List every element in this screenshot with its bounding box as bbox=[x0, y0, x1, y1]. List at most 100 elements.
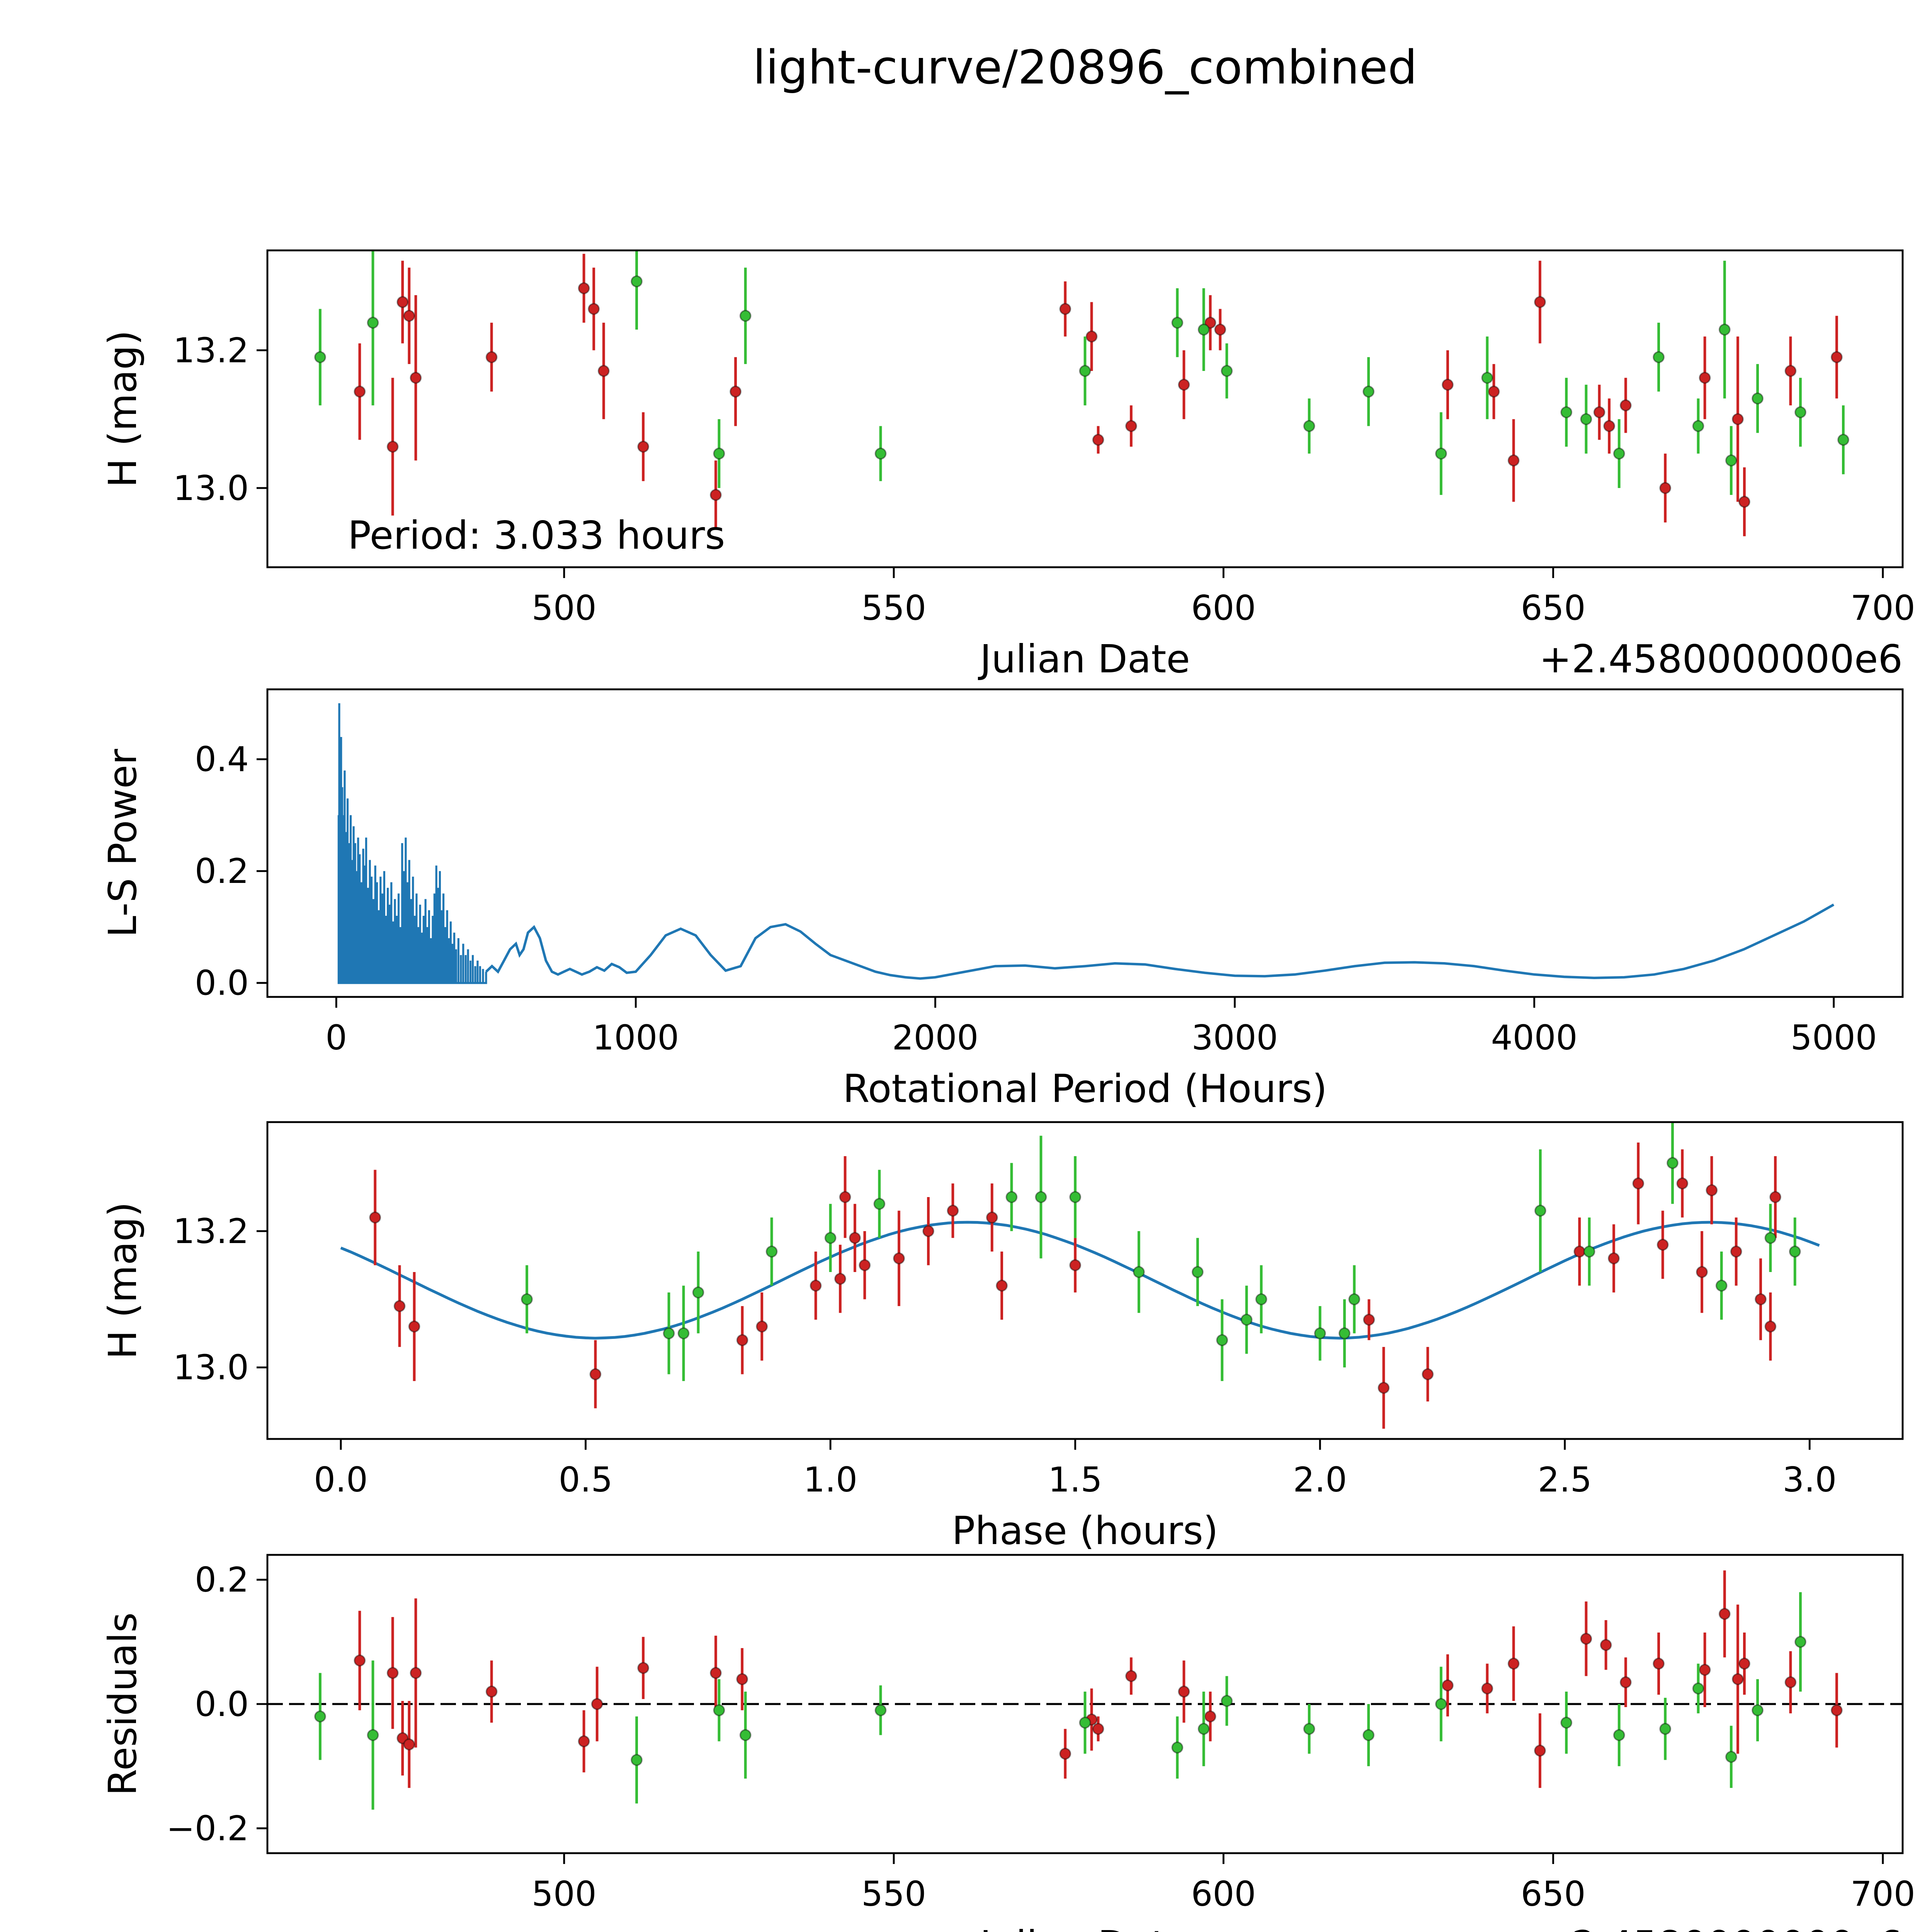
data-point bbox=[859, 1259, 871, 1271]
data-point bbox=[739, 1729, 752, 1741]
data-point bbox=[1699, 1664, 1711, 1676]
data-point bbox=[1653, 1658, 1665, 1670]
data-point bbox=[1613, 1729, 1625, 1741]
x-tick-label: 0.5 bbox=[559, 1460, 613, 1500]
data-point bbox=[986, 1211, 998, 1224]
data-point bbox=[1069, 1259, 1082, 1271]
data-point bbox=[1240, 1313, 1253, 1326]
data-point bbox=[1204, 316, 1216, 329]
data-point bbox=[1442, 379, 1454, 391]
periodogram-spikes bbox=[337, 703, 487, 984]
data-point bbox=[839, 1191, 851, 1203]
y-tick-label: 0.2 bbox=[195, 1560, 249, 1600]
panels-group: 500 550 600 650 700 13.0 13.2 Julian Date +2.458… bbox=[100, 249, 1915, 1932]
data-point bbox=[1718, 323, 1731, 336]
data-point bbox=[1573, 1245, 1586, 1258]
data-point bbox=[410, 372, 422, 384]
x-tick-label: 650 bbox=[1521, 1874, 1586, 1914]
data-point bbox=[521, 1293, 533, 1305]
data-point bbox=[588, 303, 600, 315]
y-tick-label: 0.0 bbox=[195, 1684, 249, 1724]
data-point bbox=[736, 1334, 748, 1346]
data-point bbox=[403, 310, 415, 322]
data-point bbox=[1718, 1608, 1731, 1620]
y-tick-label: 13.0 bbox=[173, 468, 249, 508]
x-tick-label: 500 bbox=[532, 588, 597, 628]
data-point bbox=[874, 447, 887, 460]
data-point bbox=[1171, 316, 1184, 329]
data-point bbox=[849, 1232, 861, 1244]
plot-area bbox=[267, 1570, 1903, 1810]
figure-title: light-curve/20896_combined bbox=[753, 41, 1417, 95]
data-point bbox=[631, 275, 643, 287]
data-point bbox=[1706, 1184, 1718, 1196]
x-tick-label: 700 bbox=[1850, 1874, 1915, 1914]
y-tick-label: 13.2 bbox=[173, 1211, 249, 1251]
data-point bbox=[1583, 1245, 1595, 1258]
data-point bbox=[589, 1368, 602, 1380]
x-tick-label: 1.0 bbox=[803, 1460, 857, 1500]
data-point bbox=[713, 1704, 725, 1716]
x-tick-label: 550 bbox=[861, 588, 926, 628]
data-point bbox=[1731, 1673, 1744, 1685]
fit-curve bbox=[340, 1221, 1820, 1340]
data-point bbox=[1789, 1245, 1801, 1258]
x-axis-label: Julian Date bbox=[978, 1922, 1190, 1932]
y-axis-label: L-S Power bbox=[100, 748, 145, 937]
data-point bbox=[1214, 323, 1226, 336]
axes-frame bbox=[266, 1121, 1904, 1440]
data-point bbox=[591, 1698, 603, 1710]
data-point bbox=[1667, 1157, 1679, 1169]
data-point bbox=[663, 1327, 675, 1340]
series-green bbox=[521, 1122, 1801, 1381]
y-tick-label: 0.0 bbox=[195, 963, 249, 1003]
panel-jd-lightcurve: 500 550 600 650 700 13.0 13.2 Julian Date +2.458… bbox=[100, 249, 1915, 682]
period-annotation: Period: 3.033 hours bbox=[348, 513, 725, 558]
data-point bbox=[1133, 1266, 1145, 1278]
data-point bbox=[1830, 1704, 1843, 1716]
data-point bbox=[1435, 1698, 1447, 1710]
x-tick-label: 600 bbox=[1191, 588, 1256, 628]
data-point bbox=[1632, 1177, 1645, 1190]
data-point bbox=[1730, 1245, 1742, 1258]
data-point bbox=[1422, 1368, 1434, 1380]
data-point bbox=[1580, 413, 1592, 425]
data-point bbox=[677, 1327, 690, 1340]
data-point bbox=[1593, 406, 1605, 418]
data-point bbox=[1656, 1239, 1669, 1251]
data-point bbox=[1755, 1293, 1767, 1305]
data-point bbox=[396, 1732, 409, 1744]
x-axis-offset: +2.4580000000e6 bbox=[1539, 1922, 1903, 1932]
data-point bbox=[1659, 1723, 1672, 1735]
data-point bbox=[893, 1252, 905, 1265]
data-point bbox=[1255, 1293, 1267, 1305]
data-point bbox=[1363, 1313, 1375, 1326]
data-point bbox=[1171, 1742, 1184, 1753]
data-point bbox=[1192, 1266, 1204, 1278]
y-tick-label: 0.2 bbox=[195, 851, 249, 891]
data-point bbox=[393, 1300, 406, 1312]
data-point bbox=[810, 1279, 822, 1292]
data-point bbox=[1059, 303, 1071, 315]
data-point bbox=[1794, 406, 1806, 418]
data-point bbox=[1079, 1716, 1091, 1729]
data-point bbox=[1784, 1676, 1797, 1689]
data-point bbox=[314, 351, 326, 363]
data-point bbox=[1092, 1723, 1104, 1735]
data-point bbox=[765, 1245, 778, 1258]
data-point bbox=[1314, 1327, 1326, 1340]
data-point bbox=[1619, 1676, 1632, 1689]
y-tick-label: −0.2 bbox=[166, 1808, 249, 1848]
data-point bbox=[709, 1667, 722, 1679]
x-tick-label: 550 bbox=[861, 1874, 926, 1914]
panel-periodogram: 0 1000 2000 3000 4000 5000 0.0 0.2 0.4 Rotational… bbox=[100, 688, 1904, 1111]
data-point bbox=[1560, 1716, 1573, 1729]
data-point bbox=[637, 1662, 650, 1674]
data-point bbox=[367, 316, 379, 329]
data-point bbox=[1794, 1636, 1806, 1648]
data-point bbox=[1738, 496, 1750, 508]
series-green bbox=[314, 250, 1849, 495]
data-point bbox=[1204, 1710, 1216, 1723]
x-axis-offset: +2.4580000000e6 bbox=[1539, 636, 1903, 682]
